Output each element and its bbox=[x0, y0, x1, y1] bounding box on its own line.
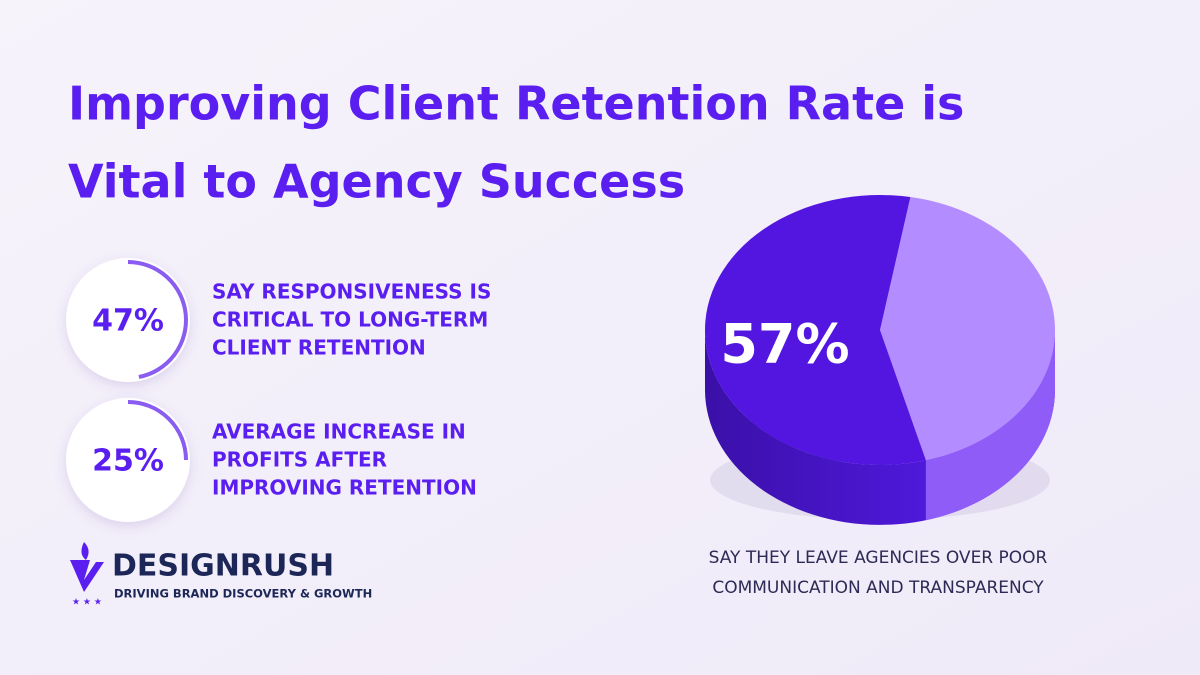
caption: SAY THEY LEAVE AGENCIES OVER POOR bbox=[709, 548, 1048, 568]
stats: 47% SAY RESPONSIVENESS IS CRITICAL TO LONG… bbox=[66, 258, 491, 522]
pie-slice-rest bbox=[880, 197, 1055, 461]
stat-value: 25% bbox=[92, 444, 164, 479]
svg-text:★ ★ ★: ★ ★ ★ bbox=[72, 598, 102, 608]
brand-logo: ★ ★ ★ bbox=[70, 542, 104, 608]
brand-tagline: DRIVING BRAND DISCOVERY & GROWTH bbox=[114, 587, 372, 601]
stat-text: CRITICAL TO LONG-TERM bbox=[212, 308, 488, 332]
stat-text: PROFITS AFTER bbox=[212, 448, 387, 472]
pie-slice bbox=[704, 195, 926, 465]
brand-name: DESIGNRUSH bbox=[112, 549, 334, 584]
pie-label: 57% bbox=[720, 313, 849, 376]
stat-text: SAY RESPONSIVENESS IS bbox=[212, 280, 491, 304]
stat-value: 47% bbox=[92, 304, 164, 339]
title: Improving Client Retention Rate is bbox=[68, 77, 964, 131]
title: Vital to Agency Success bbox=[68, 155, 685, 209]
pie: 57% bbox=[704, 195, 1055, 525]
ring-bg bbox=[66, 258, 190, 382]
pie-side-light bbox=[925, 330, 1055, 521]
stat-text: AVERAGE INCREASE IN bbox=[212, 420, 466, 444]
ring-bg bbox=[66, 398, 190, 522]
ring-arc bbox=[127, 400, 188, 461]
caption: COMMUNICATION AND TRANSPARENCY bbox=[712, 578, 1044, 598]
stat-text: IMPROVING RETENTION bbox=[212, 476, 477, 500]
stat-text: CLIENT RETENTION bbox=[212, 336, 426, 360]
ring-arc bbox=[127, 260, 188, 379]
